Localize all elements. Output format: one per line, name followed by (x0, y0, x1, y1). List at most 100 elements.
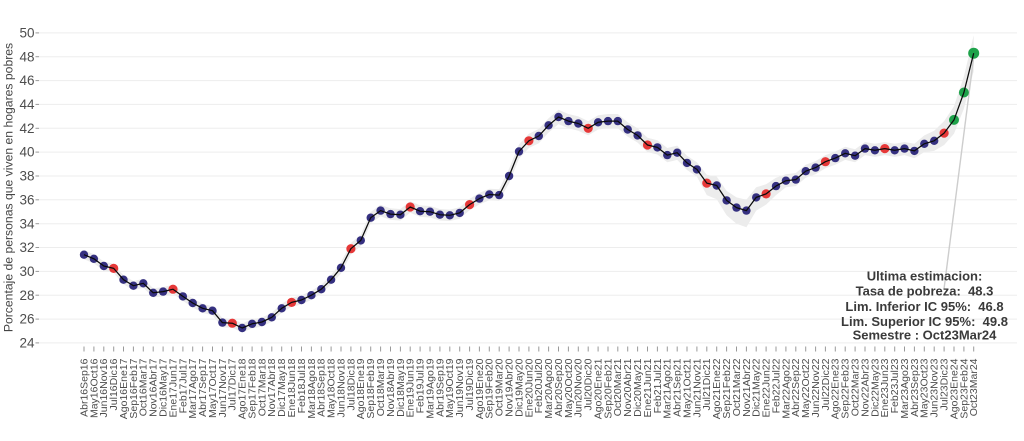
svg-text:Feb22Jul22: Feb22Jul22 (770, 358, 782, 413)
svg-text:Ene22Jun22: Ene22Jun22 (761, 358, 773, 417)
svg-text:Jul17Dic17: Jul17Dic17 (227, 358, 239, 410)
svg-text:Mar21Ago21: Mar21Ago21 (662, 358, 674, 418)
svg-text:Ene21Jun21: Ene21Jun21 (642, 358, 654, 417)
svg-text:Mar19Ago19: Mar19Ago19 (424, 358, 436, 418)
svg-text:Ago22Ene23: Ago22Ene23 (830, 358, 842, 419)
svg-text:Sep23Feb24: Sep23Feb24 (958, 358, 970, 418)
svg-text:26: 26 (19, 312, 34, 327)
svg-text:Oct18Mar19: Oct18Mar19 (375, 358, 387, 416)
svg-text:Feb23Jul23: Feb23Jul23 (889, 358, 901, 413)
svg-text:Lim. Inferior IC 95%: 46.8: Lim. Inferior IC 95%: 46.8 (845, 299, 1003, 314)
svg-text:Sep16Feb17: Sep16Feb17 (128, 358, 140, 418)
svg-text:Oct21Mar22: Oct21Mar22 (731, 358, 743, 416)
svg-text:Sep18Feb19: Sep18Feb19 (365, 358, 377, 418)
svg-text:Ago18Ene19: Ago18Ene19 (355, 358, 367, 419)
svg-text:Abr23Sep23: Abr23Sep23 (909, 358, 921, 417)
svg-text:Feb17Jul17: Feb17Jul17 (177, 358, 189, 413)
svg-text:Dic16May17: Dic16May17 (158, 358, 170, 417)
svg-text:Ene20Jun20: Ene20Jun20 (523, 358, 535, 417)
svg-text:30: 30 (19, 264, 34, 279)
svg-text:Mar23Ago23: Mar23Ago23 (899, 358, 911, 418)
svg-text:Jun20Nov20: Jun20Nov20 (573, 358, 585, 417)
svg-text:Dic18May19: Dic18May19 (395, 358, 407, 417)
svg-text:Tasa de pobreza: 48.3: Tasa de pobreza: 48.3 (856, 284, 994, 299)
svg-text:Ago19Ene20: Ago19Ene20 (474, 358, 486, 419)
svg-text:Jun23Nov23: Jun23Nov23 (929, 358, 941, 417)
svg-text:May17Oct17: May17Oct17 (207, 358, 219, 418)
svg-text:Mar17Ago17: Mar17Ago17 (187, 358, 199, 418)
svg-text:42: 42 (19, 121, 34, 136)
svg-text:Nov16Abr17: Nov16Abr17 (148, 358, 160, 417)
svg-text:Abr21Sep21: Abr21Sep21 (672, 358, 684, 417)
svg-text:Dic17May18: Dic17May18 (276, 358, 288, 417)
svg-text:Abr17Sep17: Abr17Sep17 (197, 358, 209, 417)
svg-text:Sep19Feb20: Sep19Feb20 (484, 358, 496, 418)
svg-text:Jun17Nov17: Jun17Nov17 (217, 358, 229, 417)
svg-text:Oct22Mar23: Oct22Mar23 (850, 358, 862, 416)
svg-text:Mar22Ago22: Mar22Ago22 (780, 358, 792, 418)
svg-text:24: 24 (19, 336, 35, 351)
svg-text:Oct20Mar21: Oct20Mar21 (612, 358, 624, 416)
svg-text:Ago21Ene22: Ago21Ene22 (711, 358, 723, 419)
svg-text:Ene17Jun17: Ene17Jun17 (167, 358, 179, 417)
svg-text:38: 38 (19, 169, 34, 184)
svg-text:Dic21May22: Dic21May22 (751, 358, 763, 417)
svg-text:Jun21Nov21: Jun21Nov21 (691, 358, 703, 417)
svg-text:Jun19Nov19: Jun19Nov19 (454, 358, 466, 417)
svg-text:Ene19Jun19: Ene19Jun19 (405, 358, 417, 417)
svg-text:Dic20May21: Dic20May21 (632, 358, 644, 417)
svg-text:Oct16Mar17: Oct16Mar17 (138, 358, 150, 416)
svg-text:Jul20Dic20: Jul20Dic20 (583, 358, 595, 410)
svg-text:34: 34 (19, 216, 35, 231)
svg-text:Oct17Mar18: Oct17Mar18 (256, 358, 268, 416)
svg-text:Sep22Feb23: Sep22Feb23 (840, 358, 852, 418)
svg-text:Ago23Ene24: Ago23Ene24 (948, 358, 960, 419)
svg-text:Sep17Feb18: Sep17Feb18 (247, 358, 259, 418)
svg-text:May21Oct21: May21Oct21 (681, 358, 693, 418)
svg-text:Ene23Jun23: Ene23Jun23 (879, 358, 891, 417)
svg-text:Mar18Ago18: Mar18Ago18 (306, 358, 318, 418)
svg-text:Nov18Abr19: Nov18Abr19 (385, 358, 397, 417)
svg-text:Nov21Abr22: Nov21Abr22 (741, 358, 753, 417)
svg-text:Jul22Dic22: Jul22Dic22 (820, 358, 832, 410)
svg-text:Abr19Sep19: Abr19Sep19 (434, 358, 446, 417)
svg-text:Oct23Mar24: Oct23Mar24 (968, 358, 980, 416)
svg-text:Ago20Ene21: Ago20Ene21 (593, 358, 605, 419)
svg-text:Ultima estimacion:: Ultima estimacion: (867, 269, 983, 284)
svg-text:Abr20Sep20: Abr20Sep20 (553, 358, 565, 417)
svg-text:Semestre : Oct23Mar24: Semestre : Oct23Mar24 (853, 328, 998, 343)
svg-text:Abr22Sep22: Abr22Sep22 (790, 358, 802, 417)
svg-text:46: 46 (19, 73, 34, 88)
svg-text:36: 36 (19, 192, 34, 207)
svg-text:May23Oct23: May23Oct23 (919, 358, 931, 418)
svg-text:Dic19May20: Dic19May20 (513, 358, 525, 417)
svg-text:Nov20Abr21: Nov20Abr21 (622, 358, 634, 417)
svg-text:Jul16Dic16: Jul16Dic16 (108, 358, 120, 410)
svg-text:Abr16Sep16: Abr16Sep16 (78, 358, 90, 417)
svg-text:40: 40 (19, 145, 34, 160)
svg-text:Porcentaje de personas que viv: Porcentaje de personas que viven en hoga… (2, 43, 16, 332)
svg-text:Jul18Dic18: Jul18Dic18 (345, 358, 357, 410)
svg-text:32: 32 (19, 240, 34, 255)
svg-text:Jul21Dic21: Jul21Dic21 (701, 358, 713, 410)
svg-text:May18Oct18: May18Oct18 (326, 358, 338, 418)
svg-text:May20Oct20: May20Oct20 (563, 358, 575, 418)
svg-text:50: 50 (19, 26, 34, 41)
svg-text:Dic22May23: Dic22May23 (869, 358, 881, 417)
svg-text:Abr18Sep18: Abr18Sep18 (316, 358, 328, 417)
svg-text:Feb20Jul20: Feb20Jul20 (533, 358, 545, 413)
svg-text:Mar20Ago20: Mar20Ago20 (543, 358, 555, 418)
svg-text:May16Oct16: May16Oct16 (88, 358, 100, 418)
svg-text:Feb19Jul19: Feb19Jul19 (415, 358, 427, 413)
svg-text:Feb18Jul18: Feb18Jul18 (296, 358, 308, 413)
svg-text:Ago16Ene17: Ago16Ene17 (118, 358, 130, 419)
svg-text:Feb21Jul21: Feb21Jul21 (652, 358, 664, 413)
svg-text:Sep20Feb21: Sep20Feb21 (602, 358, 614, 418)
svg-text:Lim. Superior IC 95%: 49.8: Lim. Superior IC 95%: 49.8 (841, 314, 1008, 329)
svg-text:Ene18Jun18: Ene18Jun18 (286, 358, 298, 417)
svg-text:Ago17Ene18: Ago17Ene18 (237, 358, 249, 419)
svg-text:May19Oct19: May19Oct19 (444, 358, 456, 418)
svg-text:Nov17Abr18: Nov17Abr18 (266, 358, 278, 417)
svg-text:Jul19Dic19: Jul19Dic19 (464, 358, 476, 410)
svg-text:Jul23Dic23: Jul23Dic23 (939, 358, 951, 410)
